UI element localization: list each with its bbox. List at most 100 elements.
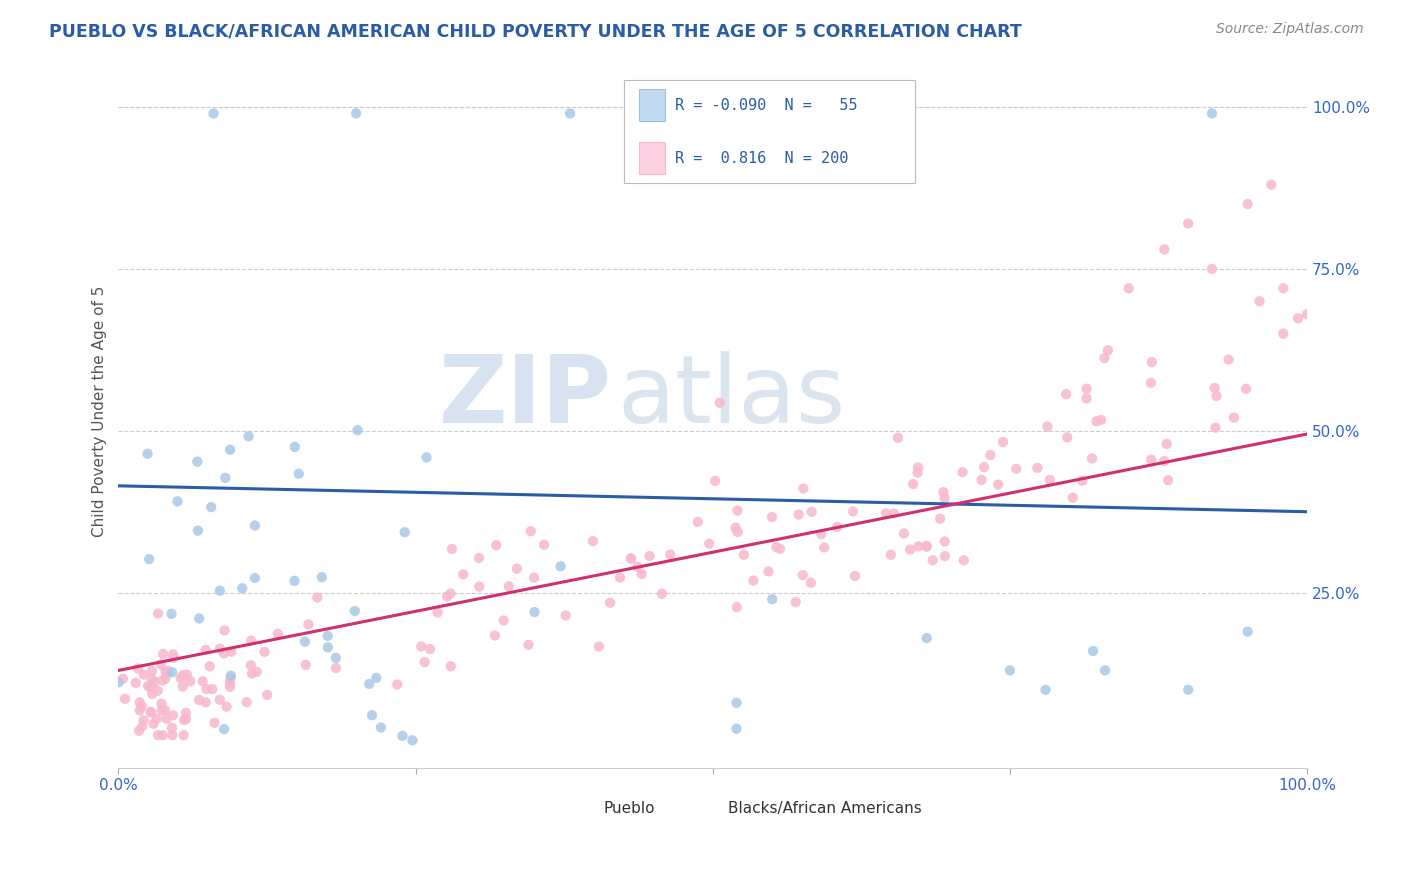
Point (149, 657, 172, 672)
Point (1272, 326, 1295, 341)
Point (394, 525, 416, 540)
Point (907, 466, 929, 480)
Point (150, 673, 173, 688)
Point (651, 587, 673, 601)
Point (1097, 343, 1119, 358)
Point (132, 667, 155, 681)
Point (883, 507, 905, 521)
Point (160, 607, 183, 621)
Point (204, 715, 226, 730)
Point (127, 661, 149, 675)
Point (1201, 261, 1223, 276)
Point (195, 681, 218, 696)
Point (725, 503, 748, 517)
Point (146, 728, 169, 742)
Point (346, 423, 368, 437)
Point (136, 447, 159, 461)
Point (1094, 664, 1116, 678)
Point (724, 520, 747, 534)
Point (150, 704, 173, 718)
Point (1085, 414, 1108, 428)
Point (145, 712, 167, 726)
Point (150, 697, 173, 711)
Point (287, 467, 309, 481)
Point (765, 540, 787, 554)
Point (1140, 452, 1163, 467)
Point (152, 728, 174, 742)
Point (875, 506, 897, 520)
Point (1054, 387, 1077, 401)
Point (725, 600, 748, 615)
Point (952, 465, 974, 479)
Point (141, 687, 163, 701)
Point (498, 579, 520, 593)
Point (1056, 430, 1078, 444)
Point (1140, 376, 1163, 390)
Point (825, 520, 848, 534)
Point (208, 692, 231, 706)
Point (533, 538, 555, 552)
Point (141, 672, 163, 686)
Point (316, 640, 339, 655)
Point (344, 106, 367, 120)
Point (761, 510, 783, 524)
Point (194, 642, 217, 657)
Point (426, 606, 449, 620)
Point (201, 681, 224, 696)
Point (929, 512, 952, 526)
Point (235, 695, 257, 709)
Point (991, 435, 1014, 450)
Point (1157, 473, 1180, 487)
Point (1205, 389, 1227, 403)
Point (128, 723, 150, 738)
Point (620, 551, 643, 566)
Point (1296, 307, 1319, 321)
Point (709, 395, 731, 409)
Point (725, 696, 748, 710)
Point (214, 471, 236, 485)
Point (800, 505, 823, 519)
Point (934, 491, 956, 506)
Point (200, 500, 222, 515)
Point (915, 540, 938, 554)
Point (638, 549, 661, 563)
Point (208, 583, 231, 598)
Point (215, 699, 238, 714)
Point (111, 672, 134, 686)
Point (366, 671, 388, 685)
Point (132, 714, 155, 728)
Point (439, 586, 461, 600)
Point (1204, 420, 1226, 434)
Point (143, 674, 166, 689)
Point (187, 524, 209, 538)
Point (1071, 474, 1094, 488)
Point (188, 611, 211, 625)
Point (283, 574, 305, 588)
Point (523, 605, 546, 619)
FancyBboxPatch shape (640, 142, 665, 174)
Point (558, 106, 581, 120)
Point (915, 631, 938, 645)
Point (238, 429, 260, 443)
Point (284, 440, 307, 454)
Point (1035, 682, 1057, 697)
Point (267, 627, 290, 641)
Point (725, 722, 748, 736)
Point (136, 679, 159, 693)
Point (1081, 451, 1104, 466)
Point (174, 712, 197, 726)
Point (970, 473, 993, 487)
Point (253, 645, 276, 659)
Point (907, 460, 929, 475)
Y-axis label: Child Poverty Under the Age of 5: Child Poverty Under the Age of 5 (93, 285, 107, 537)
Point (198, 659, 221, 673)
Point (212, 722, 235, 736)
FancyBboxPatch shape (640, 89, 665, 121)
Point (492, 614, 515, 628)
Point (370, 721, 392, 735)
Point (588, 640, 610, 654)
Point (451, 567, 474, 582)
FancyBboxPatch shape (624, 80, 915, 184)
Point (440, 541, 463, 556)
Point (162, 708, 184, 723)
